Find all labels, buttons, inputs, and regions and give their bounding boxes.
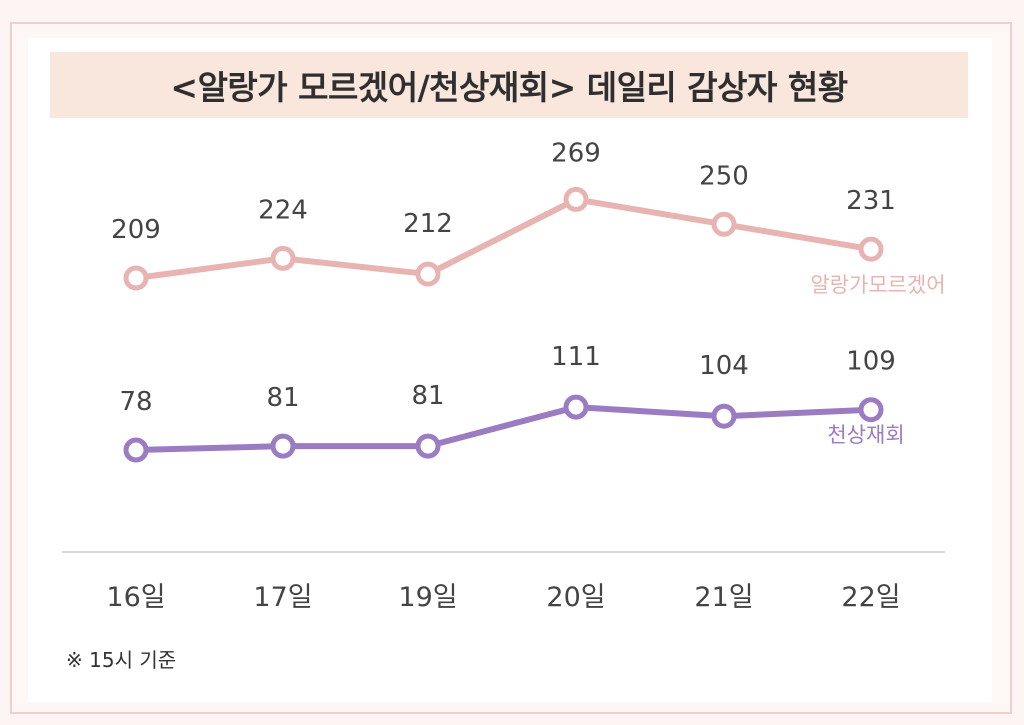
data-point <box>711 403 737 429</box>
data-point <box>415 433 441 459</box>
chart-title: <알랑가 모르겠어/천상재회> 데일리 감상자 현황 <box>170 68 848 107</box>
x-tick-label: 19일 <box>398 582 457 613</box>
chart-panel <box>28 38 992 702</box>
data-label: 104 <box>699 351 749 381</box>
data-point <box>270 245 296 271</box>
data-label: 231 <box>846 186 896 216</box>
x-tick-label: 16일 <box>106 582 165 613</box>
data-label: 78 <box>119 387 152 417</box>
series-line <box>133 196 874 281</box>
x-tick-label: 21일 <box>694 582 753 613</box>
data-label: 224 <box>258 195 308 225</box>
data-label: 109 <box>846 347 896 377</box>
data-label: 209 <box>111 215 161 245</box>
data-label: 111 <box>551 342 601 372</box>
series-line <box>133 404 874 453</box>
data-point <box>563 186 589 212</box>
series-label: 천상재회 <box>827 423 904 447</box>
data-label: 269 <box>551 138 601 168</box>
data-point <box>415 261 441 287</box>
data-label: 250 <box>699 161 749 191</box>
data-point <box>563 394 589 420</box>
data-point <box>123 265 149 291</box>
data-point <box>711 211 737 237</box>
data-point <box>858 397 884 423</box>
footnote: ※ 15시 기준 <box>66 648 177 672</box>
data-point <box>858 236 884 262</box>
series-label: 알랑가모르겠어 <box>810 273 945 297</box>
x-tick-label: 17일 <box>253 582 312 613</box>
data-point <box>270 433 296 459</box>
data-label: 212 <box>403 209 453 239</box>
x-tick-label: 22일 <box>841 582 900 613</box>
data-label: 81 <box>411 381 444 411</box>
data-label: 81 <box>266 383 299 413</box>
title-bar: <알랑가 모르겠어/천상재회> 데일리 감상자 현황 <box>50 52 968 118</box>
data-point <box>123 437 149 463</box>
x-tick-label: 20일 <box>546 582 605 613</box>
